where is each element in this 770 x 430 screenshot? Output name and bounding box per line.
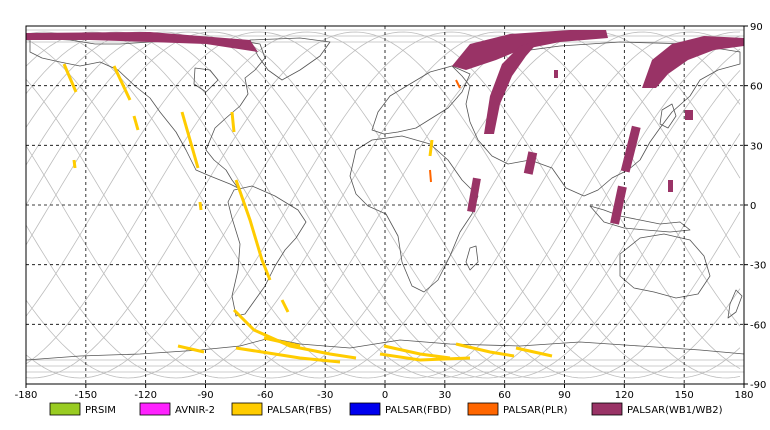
africa-outline [349,135,479,293]
orbit-track [25,31,741,379]
fbs-strip-antarctic-6 [379,352,471,362]
fbs-strip-south-america [234,179,272,281]
fbs-strip-antarctic-8 [515,346,553,358]
legend-label: PALSAR(PLR) [503,405,568,416]
orbit-track [25,31,741,379]
wb-swath-eurasia-1 [452,30,608,70]
legend-swatch [49,402,81,416]
orbit-track [25,31,741,379]
orbit-track [25,31,741,379]
australia-outline [619,233,711,299]
coverage-strips [26,30,744,364]
fbs-strip-hawaii [72,159,77,169]
fbs-strip-antarctic-5 [383,344,451,360]
orbit-track [25,31,741,379]
fbs-strip-africa [428,139,434,157]
orbit-track [25,31,741,379]
y-tick-label: -60 [750,320,766,331]
wb-strip-siberia [554,70,558,78]
fbs-strip-alaska [62,63,78,93]
x-tick-label: -150 [74,390,97,401]
x-tick-label: -120 [134,390,157,401]
x-tick-label: 150 [675,390,694,401]
greenland-outline [249,37,331,81]
y-tick-label: 0 [750,201,756,212]
wb-swath-eurasia-2 [484,40,540,134]
x-tick-label: 90 [558,390,571,401]
x-tick-label: 120 [615,390,634,401]
south-america-outline [227,185,307,317]
legend-label: PRSIM [85,405,116,416]
fbs-strip-usa [180,111,200,169]
fbs-strip-antarctic-3 [235,346,341,364]
wb-strip-africa-east [467,177,481,213]
wb-swath-east-asia [642,36,744,88]
fbs-strip-argentina [280,299,290,313]
legend-label: PALSAR(FBS) [267,405,332,416]
legend-swatch [231,402,263,416]
wb-strip-india [523,151,538,175]
y-tick-label: -30 [750,261,766,272]
wb-swath-north-america [26,32,258,52]
new-zealand-outline [727,289,743,319]
orbit-tracks [25,29,744,379]
fbs-strip-antarctic-7 [455,342,515,358]
fbs-strip-antarctic-4 [263,336,301,348]
y-tick-label: -90 [750,380,766,391]
x-tick-label: -30 [317,390,333,401]
y-tick-label: 60 [750,82,763,93]
fbs-strip-usa-east [230,111,236,133]
x-tick-label: 60 [498,390,511,401]
antarctica-outline [25,337,745,361]
x-tick-label: 0 [382,390,388,401]
legend-swatch [349,402,381,416]
orbit-track [25,31,741,379]
x-tick-label: 180 [734,390,753,401]
fbs-strips [62,63,553,364]
legend-label: AVNIR-2 [175,405,215,416]
fbs-strip-small-1 [198,201,203,211]
wb-strip-japan [685,110,693,120]
legend-swatch [591,402,623,416]
orbit-track [25,31,741,379]
legend-label: PALSAR(FBD) [385,405,451,416]
legend-swatch [139,402,171,416]
y-tick-label: 30 [750,141,763,152]
wb-strip-pacific [668,180,673,192]
orbit-track [25,31,741,379]
x-tick-labels: -180 -150 -120 -90 -60 -30 0 30 60 90 120 150 180 [15,384,754,401]
fbs-strip-canada-west [112,65,132,101]
legend-label: PALSAR(WB1/WB2) [627,405,723,416]
plr-strips [429,79,461,183]
x-tick-label: -90 [197,390,213,401]
europe-outline [371,65,471,135]
fbs-strip-canada-west-2 [132,115,140,131]
x-tick-label: -60 [257,390,273,401]
madagascar-outline [465,245,479,271]
wb-strip-southeast-asia [610,185,627,225]
x-tick-label: -180 [15,390,38,401]
y-tick-labels: 90 60 30 0 -30 -60 -90 [744,22,766,391]
plr-strip-2 [429,169,432,183]
orbit-track [25,31,741,379]
wb-strip-china [620,125,641,173]
fbs-strip-antarctic-2 [177,344,205,354]
plr-strip-1 [455,79,461,89]
y-tick-label: 90 [750,22,763,33]
japan-outline [659,103,677,129]
orbit-track [25,31,741,379]
legend: PRSIM AVNIR-2 PALSAR(FBS) PALSAR(FBD) PALSAR… [49,402,723,416]
legend-swatch [467,402,499,416]
x-tick-label: 30 [438,390,451,401]
fbs-strip-antarctic-1 [232,308,357,360]
